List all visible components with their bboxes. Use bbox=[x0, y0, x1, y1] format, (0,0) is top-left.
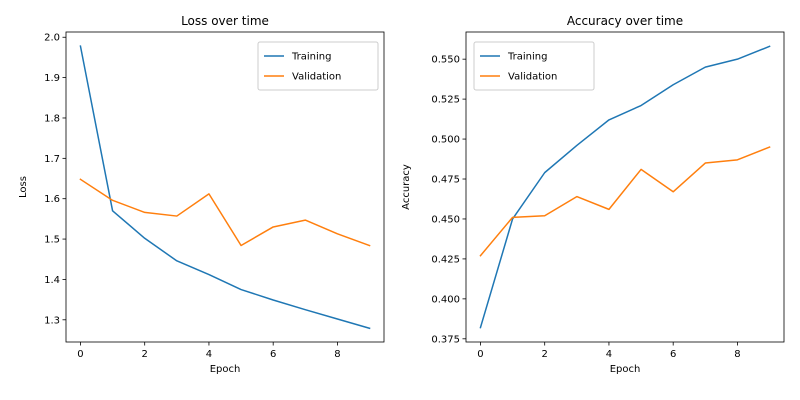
loss-y-tick-label: 1.8 bbox=[44, 113, 60, 124]
accuracy-y-tick-label: 0.550 bbox=[431, 55, 460, 66]
accuracy-y-tick-label: 0.525 bbox=[431, 95, 460, 106]
loss-legend-label-training: Training bbox=[291, 52, 331, 63]
loss-y-tick-label: 1.7 bbox=[44, 154, 60, 165]
accuracy-x-tick-label: 4 bbox=[606, 349, 612, 360]
loss-legend-box bbox=[257, 41, 379, 91]
loss-x-axis-label: Epoch bbox=[210, 364, 241, 375]
loss-x-tick-label: 4 bbox=[206, 349, 212, 360]
loss-x-tick-label: 0 bbox=[77, 349, 83, 360]
accuracy-y-tick-label: 0.500 bbox=[431, 135, 460, 146]
accuracy-y-axis-label: Accuracy bbox=[401, 164, 412, 210]
accuracy-y-tick-label: 0.400 bbox=[431, 294, 460, 305]
accuracy-series-line-training bbox=[479, 45, 771, 329]
loss-chart-title: Loss over time bbox=[181, 14, 269, 28]
loss-y-tick-label: 1.4 bbox=[44, 275, 60, 286]
loss-y-tick-label: 1.6 bbox=[44, 194, 60, 205]
loss-series-line-training bbox=[79, 45, 371, 330]
accuracy-series-line-validation bbox=[479, 146, 771, 257]
loss-y-tick-label: 1.5 bbox=[44, 235, 60, 246]
accuracy-x-tick-label: 2 bbox=[542, 349, 548, 360]
accuracy-x-tick-label: 6 bbox=[670, 349, 676, 360]
accuracy-x-tick-label: 8 bbox=[734, 349, 740, 360]
accuracy-x-tick-label: 0 bbox=[477, 349, 483, 360]
accuracy-legend-box bbox=[473, 41, 595, 91]
accuracy-legend: Training Validation bbox=[473, 41, 595, 91]
loss-x-tick-label: 8 bbox=[334, 349, 340, 360]
accuracy-axes-frame bbox=[465, 31, 785, 343]
accuracy-x-axis-label: Epoch bbox=[610, 364, 641, 375]
loss-x-tick-label: 6 bbox=[270, 349, 276, 360]
accuracy-y-tick-label: 0.375 bbox=[431, 334, 460, 345]
loss-series-line-validation bbox=[79, 178, 371, 247]
accuracy-legend-label-validation: Validation bbox=[508, 72, 557, 83]
loss-chart: 0 2 4 6 8 1.3 1.4 1.5 1.6 1.7 1.8 1.9 2.0 Loss over t… bbox=[18, 14, 385, 375]
loss-y-tick-label: 2.0 bbox=[44, 33, 60, 44]
loss-legend-label-validation: Validation bbox=[292, 72, 341, 83]
accuracy-y-tick-label: 0.425 bbox=[431, 254, 460, 265]
loss-legend: Training Validation bbox=[257, 41, 379, 91]
accuracy-y-tick-label: 0.475 bbox=[431, 175, 460, 186]
loss-y-axis-label: Loss bbox=[18, 176, 29, 198]
loss-y-tick-label: 1.9 bbox=[44, 73, 60, 84]
accuracy-chart: 0 2 4 6 8 0.375 0.400 0.425 0.450 0.475 0.500 0.525… bbox=[401, 14, 785, 375]
loss-axes-frame bbox=[65, 31, 385, 343]
loss-x-tick-label: 2 bbox=[142, 349, 148, 360]
accuracy-chart-title: Accuracy over time bbox=[567, 14, 683, 28]
accuracy-y-tick-label: 0.450 bbox=[431, 214, 460, 225]
loss-y-tick-label: 1.3 bbox=[44, 315, 60, 326]
accuracy-legend-label-training: Training bbox=[507, 52, 547, 63]
